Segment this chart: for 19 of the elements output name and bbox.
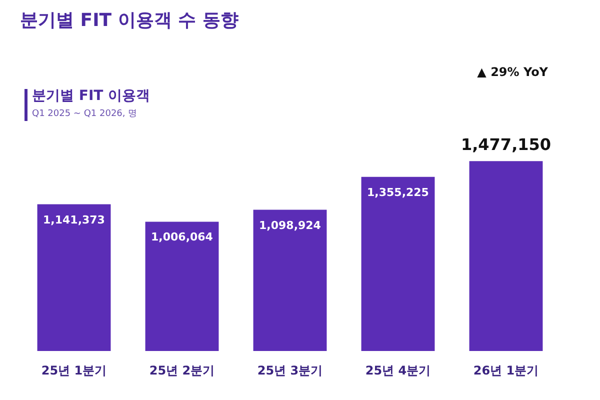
x-tick-label: 25년 1분기: [41, 364, 107, 378]
chart-subtitle: 분기별 FIT 이용객: [32, 88, 150, 104]
data-label: 1,355,225: [367, 186, 429, 199]
bar: [145, 222, 219, 351]
text: ▲ 29% YoY: [477, 65, 548, 79]
x-tick-label: 25년 3분기: [257, 364, 323, 378]
data-label: 1,477,150: [460, 135, 552, 154]
chart-title: 분기별 FIT 이용객 수 동향: [20, 10, 238, 31]
text: Q1 2025 ~ Q1 2026, 명: [32, 109, 138, 119]
data-label: 1,006,064: [151, 230, 214, 244]
data-label: 1,141,373: [43, 213, 105, 226]
x-tick-label: 25년 2분기: [149, 364, 215, 378]
bar: [361, 176, 435, 351]
bar: [253, 210, 327, 351]
x-tick-label: 26년 1분기: [473, 364, 539, 378]
bar: [469, 161, 543, 351]
x-tick-label: 25년 4분기: [365, 364, 431, 378]
bar: [37, 204, 111, 351]
data-label: 1,098,924: [259, 218, 322, 232]
